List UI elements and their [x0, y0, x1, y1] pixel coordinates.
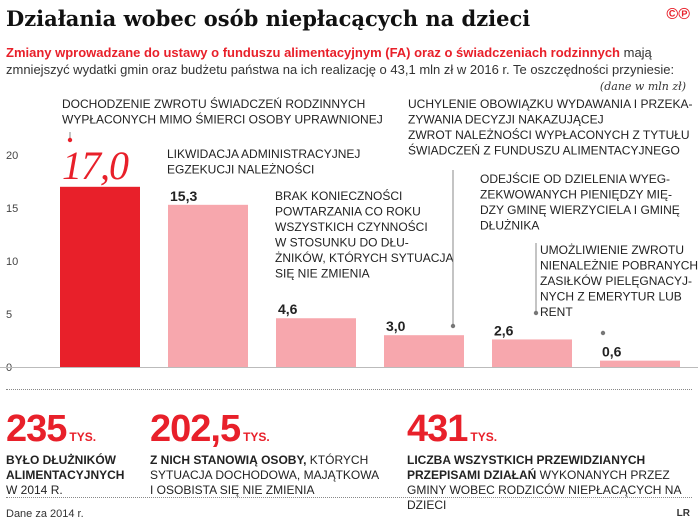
source-note: Dane za 2014 r.	[6, 508, 84, 520]
value-label-2: 15,3	[170, 188, 197, 204]
bar-description-line: WYPŁACONYCH MIMO ŚMIERCI OSOBY UPRAWNION…	[62, 112, 383, 127]
bar-description-line: ZEKWOWANYCH PIENIĘDZY MIĘ-	[480, 188, 672, 202]
page-title: Działania wobec osób niepłacących na dzi…	[6, 6, 531, 31]
stat-debtors-bold: BYŁO DŁUŻNIKÓW ALIMENTACYJNYCH	[6, 453, 125, 482]
leader-dot-1	[67, 137, 73, 143]
bar-description-line: EGZEKUCJI NALEŻNOŚCI	[167, 162, 314, 177]
y-tick-label: 15	[6, 203, 18, 215]
y-tick-label: 5	[6, 309, 12, 321]
bar-description-line: LIKWIDACJA ADMINISTRACYJNEJ	[167, 147, 360, 161]
leader-dot-4	[600, 330, 606, 336]
bar-2	[168, 204, 248, 367]
bar-description-6: UMOŻLIWIENIE ZWROTU NIENALEŻNIE POBRANYCH…	[540, 243, 698, 319]
stat-unchanged-number: 202,5	[150, 408, 241, 450]
stat-debtors: 235 TYS. BYŁO DŁUŻNIKÓW ALIMENTACYJNYCH W…	[6, 408, 126, 498]
bar-description-line: ZWROT NALEŻNOŚCI WYPŁACONYCH Z TYTUŁU	[408, 127, 690, 142]
value-label-5: 2,6	[494, 322, 514, 338]
bar-description-line: DOCHODZENIE ZWROTU ŚWIADCZEŃ RODZINNYCH	[62, 96, 365, 111]
bar-description-line: SIĘ NIE ZMIENIA	[275, 267, 370, 281]
y-tick-label: 10	[6, 256, 18, 268]
brand-logo: ©℗	[666, 6, 690, 23]
stat-actions-bold: LICZBA WSZYSTKICH PRZEWIDZIANYCH PRZEPIS…	[407, 453, 646, 482]
bar-description-line: ODEJŚCIE OD DZIELENIA WYEG-	[480, 171, 670, 186]
leader-dot-2	[450, 323, 456, 329]
bar-description-line: RENT	[540, 305, 573, 319]
bar-description-line: DZY GMINĘ WIERZYCIELA I GMINĘ	[480, 203, 680, 217]
bar-5	[492, 339, 572, 367]
author-credit: LR	[676, 508, 690, 519]
subtitle-rest: mają zmniejszyć wydatki gmin oraz budżet…	[6, 45, 675, 77]
value-label-6: 0,6	[602, 344, 622, 360]
bar-description-line: DŁUŻNIKA	[480, 219, 539, 233]
bar-1	[60, 186, 140, 367]
bar-description-line: ZYWANIA DECYZJI NAKAZUJĄCEJ	[408, 113, 604, 127]
stat-actions-number: 431	[407, 408, 468, 450]
bar-description-3: BRAK KONIECZNOŚCI POWTARZANIA CO ROKU WSZY…	[275, 188, 453, 281]
bar-description-2: LIKWIDACJA ADMINISTRACYJNEJ EGZEKUCJI NAL…	[167, 147, 360, 177]
bar-description-line: POWTARZANIA CO ROKU	[275, 205, 421, 219]
unit-label: (dane w mln zł)	[599, 80, 686, 93]
bar-6	[600, 360, 680, 367]
stat-unchanged-rest: KTÓRYCH SYTUACJA DOCHODOWA, MAJĄTKOWA I …	[150, 453, 379, 497]
stat-debtors-suffix: TYS.	[69, 430, 97, 444]
bar-description-line: WSZYSTKICH CZYNNOŚCI	[275, 219, 428, 234]
divider-stats-footer	[6, 497, 692, 498]
value-label-1: 17,0	[62, 143, 129, 188]
stat-debtors-number: 235	[6, 408, 67, 450]
bar-description-line: UMOŻLIWIENIE ZWROTU	[540, 243, 684, 257]
value-label-4: 3,0	[386, 318, 406, 334]
bar-4	[384, 335, 464, 367]
bar-description-line: NIENALEŻNIE POBRANYCH	[540, 259, 698, 273]
divider-chart-stats	[6, 389, 692, 390]
bar-description-line: W STOSUNKU DO DŁU-	[275, 236, 409, 250]
y-tick-label: 20	[6, 150, 18, 162]
stat-debtors-rest: W 2014 R.	[6, 483, 63, 497]
leader-dot-3	[533, 310, 539, 316]
bar-description-line: BRAK KONIECZNOŚCI	[275, 188, 402, 203]
bar-description-line: ŚWIADCZEŃ Z FUNDUSZU ALIMENTACYJNEGO	[408, 143, 680, 158]
bar-description-4: UCHYLENIE OBOWIĄZKU WYDAWANIA I PRZEKA- Z…	[408, 97, 692, 158]
subtitle: Zmiany wprowadzane do ustawy o funduszu …	[6, 44, 686, 78]
stat-actions-rest: WYKONANYCH PRZEZ GMINY WOBEC RODZICÓW NI…	[407, 468, 681, 512]
bar-description-line: UCHYLENIE OBOWIĄZKU WYDAWANIA I PRZEKA-	[408, 97, 692, 111]
stat-unchanged-bold: Z NICH STANOWIĄ OSOBY,	[150, 453, 307, 467]
value-label-3: 4,6	[278, 301, 298, 317]
bar-description-line: ZASIŁKÓW PIELĘGNACYJ-	[540, 273, 692, 288]
bar-description-line: NYCH Z EMERYTUR LUB	[540, 290, 682, 304]
bar-description-1: DOCHODZENIE ZWROTU ŚWIADCZEŃ RODZINNYCH W…	[62, 96, 383, 127]
bar-description-line: ŻNIKÓW, KTÓRYCH SYTUACJA	[275, 250, 453, 265]
stat-unchanged: 202,5 TYS. Z NICH STANOWIĄ OSOBY, KTÓRYCH…	[150, 408, 385, 498]
stat-actions: 431 TYS. LICZBA WSZYSTKICH PRZEWIDZIANYCH…	[407, 408, 692, 513]
stat-unchanged-suffix: TYS.	[243, 430, 270, 444]
bar-description-5: ODEJŚCIE OD DZIELENIA WYEG- ZEKWOWANYCH P…	[480, 171, 680, 233]
bar-3	[276, 318, 356, 367]
stat-actions-suffix: TYS.	[470, 430, 498, 444]
subtitle-highlight: Zmiany wprowadzane do ustawy o funduszu …	[6, 45, 620, 60]
